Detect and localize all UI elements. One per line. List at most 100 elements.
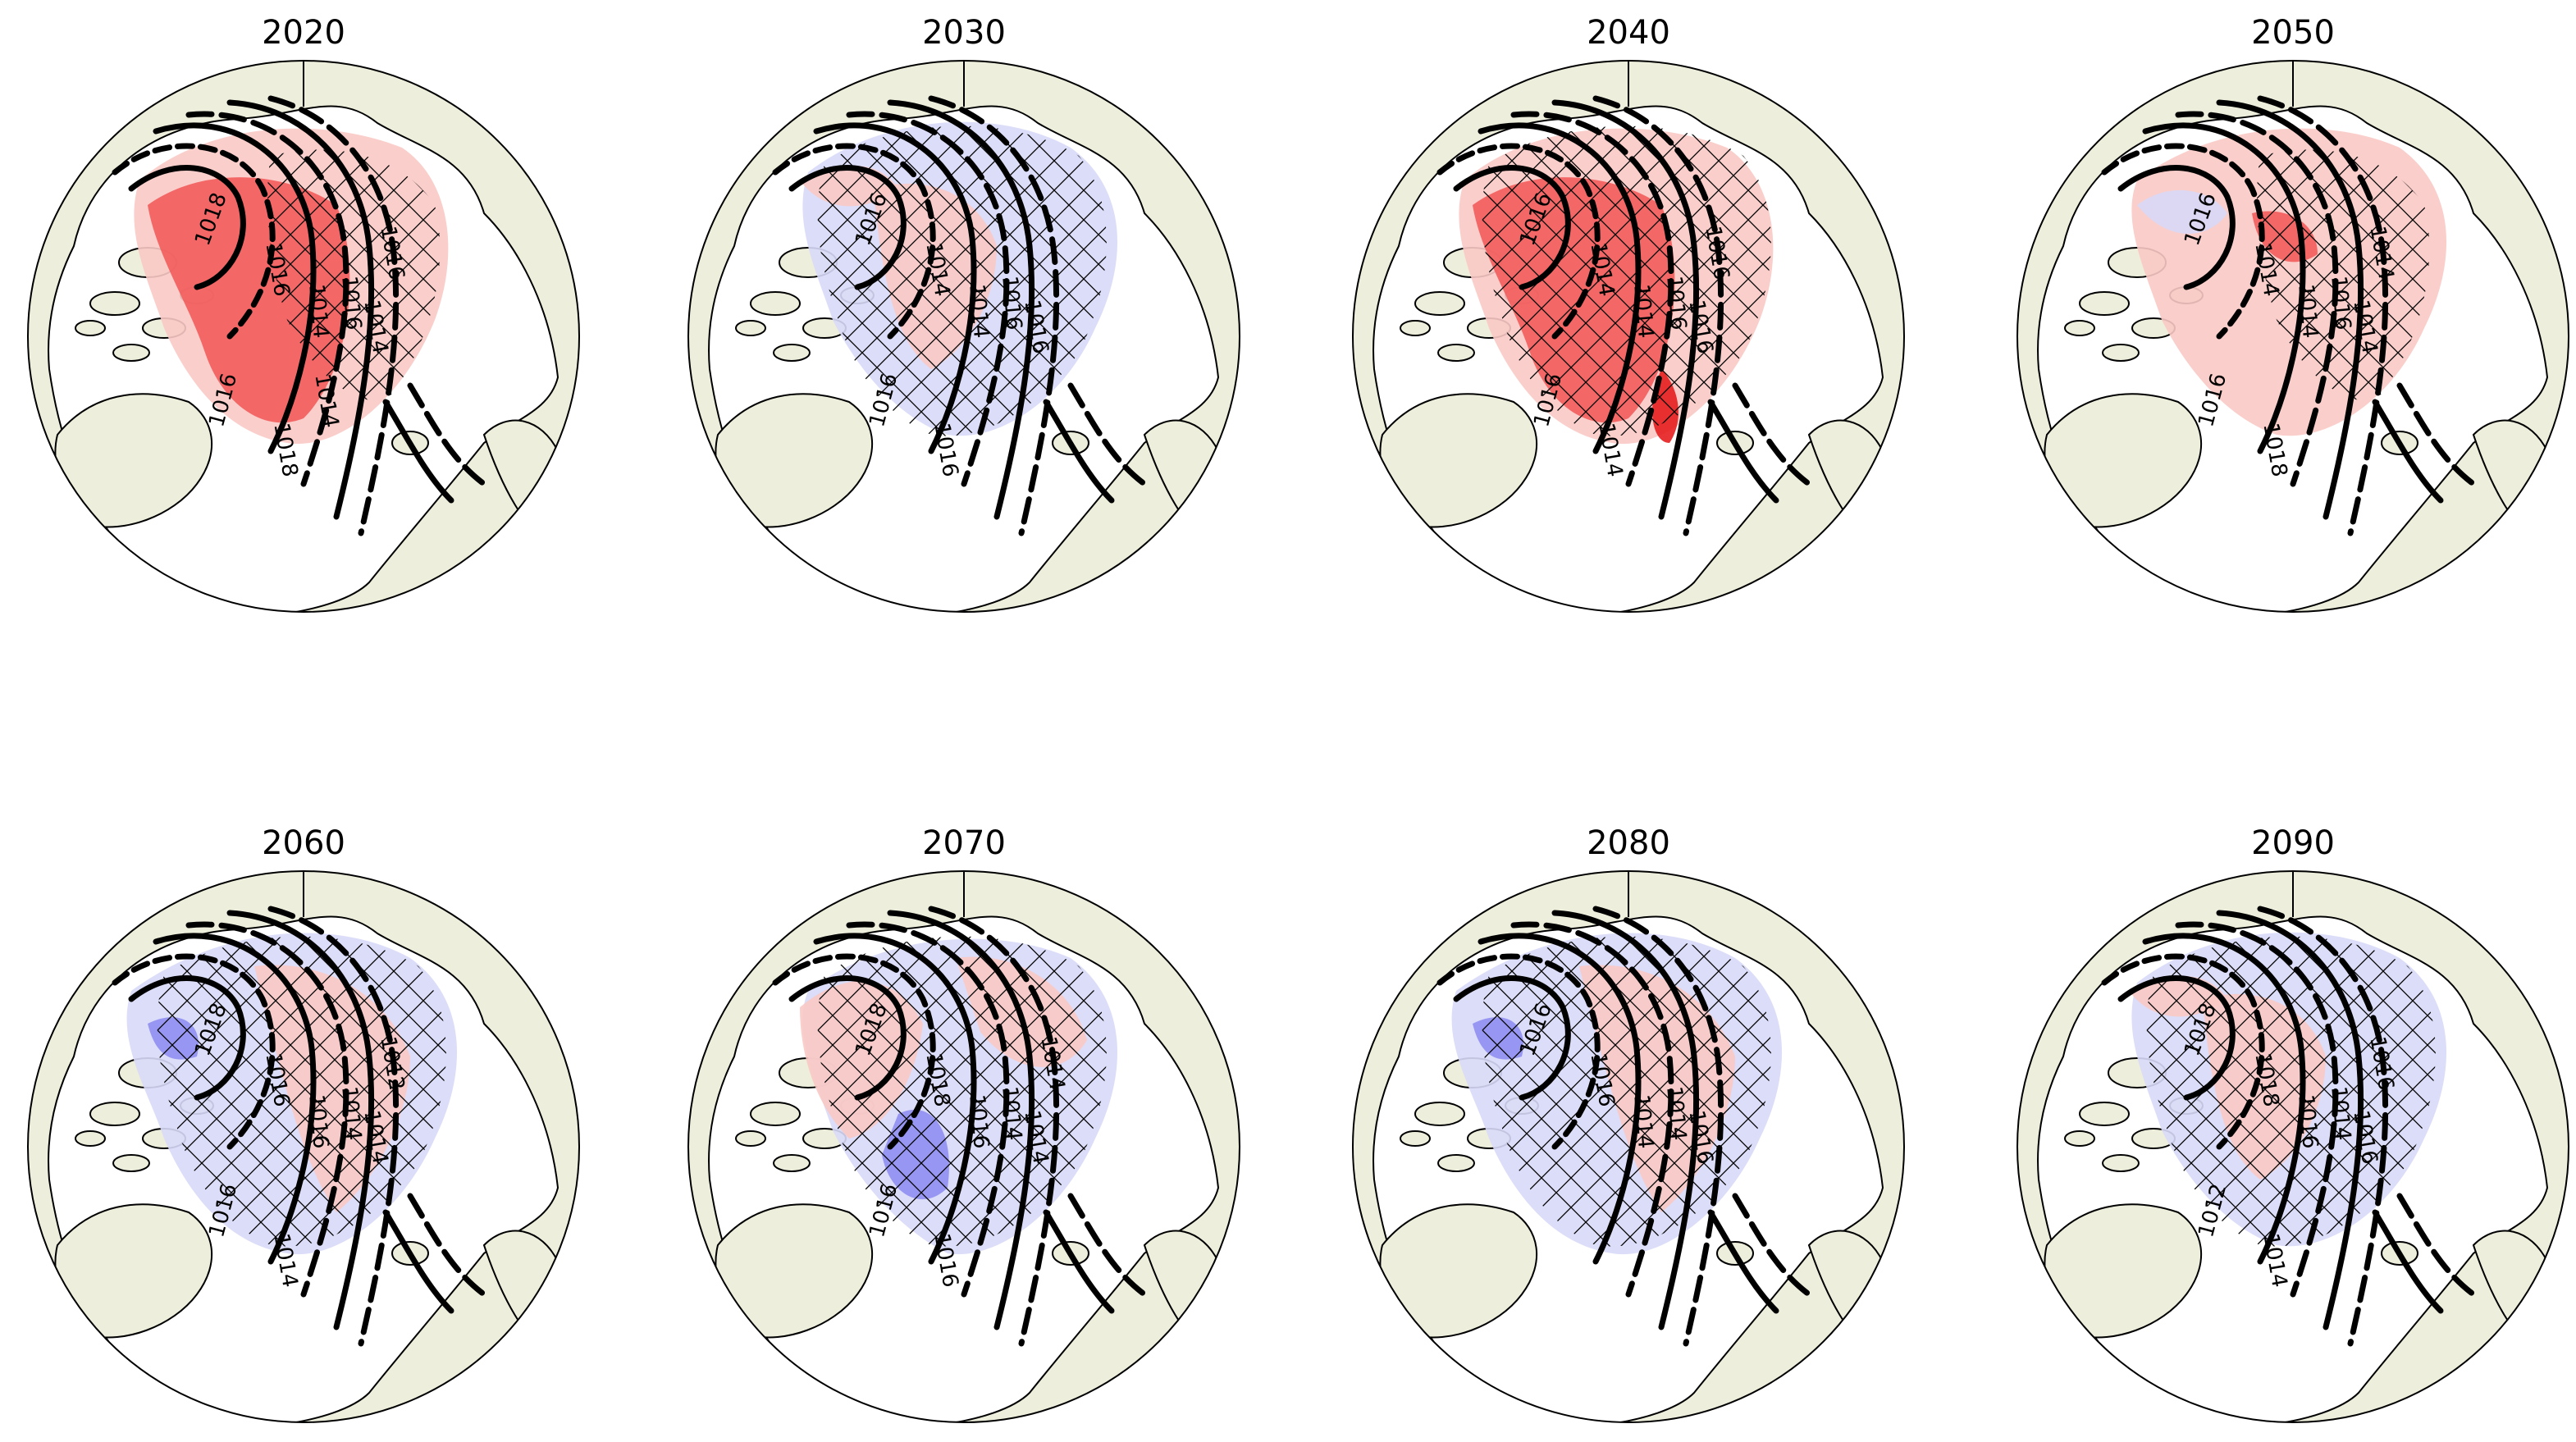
island bbox=[112, 1154, 150, 1172]
isobar-contour bbox=[128, 975, 246, 1101]
contour-label: 1014 bbox=[2326, 1085, 2355, 1142]
island bbox=[2064, 1130, 2095, 1147]
contour-label: 1014 bbox=[997, 1085, 1026, 1142]
map-panel-2040: 2040 1016 1014 1014 1016 1016 1016 1014 1016 bbox=[1350, 8, 1907, 632]
panel-title: 2060 bbox=[262, 824, 345, 862]
contour-label: 1016 bbox=[964, 1093, 993, 1150]
isobar-contour bbox=[846, 111, 1010, 487]
map-panel-2020: 2020 1018 1016 1014 1016 1014 1016 1018 1016 1014 bbox=[25, 8, 582, 632]
isobar-contour bbox=[267, 95, 400, 536]
island bbox=[1437, 1154, 1475, 1172]
map-boundary bbox=[1352, 60, 1905, 613]
contour-label: 1016 bbox=[304, 1093, 333, 1150]
island bbox=[2102, 1154, 2140, 1172]
isobar-contour bbox=[887, 99, 1035, 520]
isobar-contour bbox=[928, 95, 1060, 536]
isobar-contour bbox=[1478, 933, 1642, 1265]
isobar-contour bbox=[2257, 95, 2389, 536]
isobar-contour bbox=[382, 1209, 454, 1314]
isobar-contour bbox=[1453, 975, 1571, 1101]
isobar-contour bbox=[788, 975, 907, 1101]
isobar-contour bbox=[887, 910, 1035, 1330]
isobar-contour bbox=[382, 399, 454, 504]
contour-label: 1014 bbox=[304, 283, 333, 340]
isobar-contour bbox=[226, 99, 375, 520]
contour-label: 1016 bbox=[1661, 275, 1691, 331]
island bbox=[89, 1102, 140, 1126]
isobar-contour bbox=[1732, 382, 1812, 487]
isobar-contour bbox=[153, 122, 317, 454]
island bbox=[2064, 320, 2095, 336]
island bbox=[735, 320, 766, 336]
island bbox=[750, 1102, 801, 1126]
map-boundary bbox=[1352, 870, 1905, 1423]
isobar-contour bbox=[928, 906, 1060, 1347]
contour-label: 1014 bbox=[1661, 1085, 1691, 1142]
island bbox=[1400, 1130, 1431, 1147]
map-panel-2060: 2060 1018 1016 1016 1014 1014 1016 1014 1012 bbox=[25, 819, 582, 1442]
map-boundary bbox=[687, 870, 1240, 1423]
isobar-contour bbox=[846, 921, 1010, 1298]
island bbox=[750, 291, 801, 316]
significance-hatching bbox=[1482, 125, 1771, 436]
map-panel-2050: 2050 1016 1014 1014 1016 1014 1016 1018 1014 bbox=[2014, 8, 2572, 632]
isobar-contour bbox=[772, 143, 936, 340]
isobar-contour bbox=[1067, 1193, 1148, 1298]
significance-hatching bbox=[2146, 936, 2436, 1247]
panel-title: 2030 bbox=[922, 14, 1006, 52]
isobar-contour bbox=[2216, 910, 2364, 1330]
map-boundary bbox=[2016, 870, 2569, 1423]
island bbox=[75, 320, 106, 336]
contour-label: 1014 bbox=[1628, 1093, 1658, 1150]
isobar-contour bbox=[2142, 122, 2306, 454]
isobar-contour bbox=[1510, 921, 1674, 1298]
panel-title: 2040 bbox=[1587, 14, 1670, 52]
map-panel-2090: 2090 1018 1018 1016 1014 1016 1012 1014 1016 bbox=[2014, 819, 2572, 1442]
contour-label: 1016 bbox=[2293, 1093, 2323, 1150]
isobar-contour bbox=[1551, 99, 1700, 520]
panel-title: 2080 bbox=[1587, 824, 1670, 862]
isobar-contour bbox=[2372, 1209, 2444, 1314]
island bbox=[112, 344, 150, 362]
isobar-contour bbox=[1453, 165, 1571, 290]
panel-title: 2050 bbox=[2251, 14, 2335, 52]
isobar-contour bbox=[1436, 953, 1601, 1150]
isobar-contour bbox=[1043, 399, 1115, 504]
map-boundary bbox=[27, 870, 580, 1423]
island bbox=[2079, 291, 2130, 316]
isobar-contour bbox=[1707, 399, 1779, 504]
isobar-contour bbox=[2101, 953, 2265, 1150]
island bbox=[1414, 1102, 1465, 1126]
isobar-contour bbox=[1043, 1209, 1115, 1314]
isobar-contour bbox=[2175, 111, 2339, 487]
island bbox=[2102, 344, 2140, 362]
contour-label: 1016 bbox=[997, 275, 1026, 331]
map-panel-2070: 2070 1018 1018 1016 1014 1014 1016 1016 1014 bbox=[685, 819, 1243, 1442]
isobar-contour bbox=[226, 910, 375, 1330]
map-boundary bbox=[27, 60, 580, 613]
map-panel-2080: 2080 1016 1016 1014 1014 1016 bbox=[1350, 819, 1907, 1442]
contour-label: 1014 bbox=[1628, 283, 1658, 340]
isobar-contour bbox=[1478, 122, 1642, 454]
island bbox=[1400, 320, 1431, 336]
island bbox=[773, 344, 811, 362]
isobar-contour bbox=[112, 143, 276, 340]
island bbox=[2079, 1102, 2130, 1126]
panel-title: 2070 bbox=[922, 824, 1006, 862]
island bbox=[89, 291, 140, 316]
island bbox=[773, 1154, 811, 1172]
isobar-contour bbox=[1592, 95, 1724, 536]
